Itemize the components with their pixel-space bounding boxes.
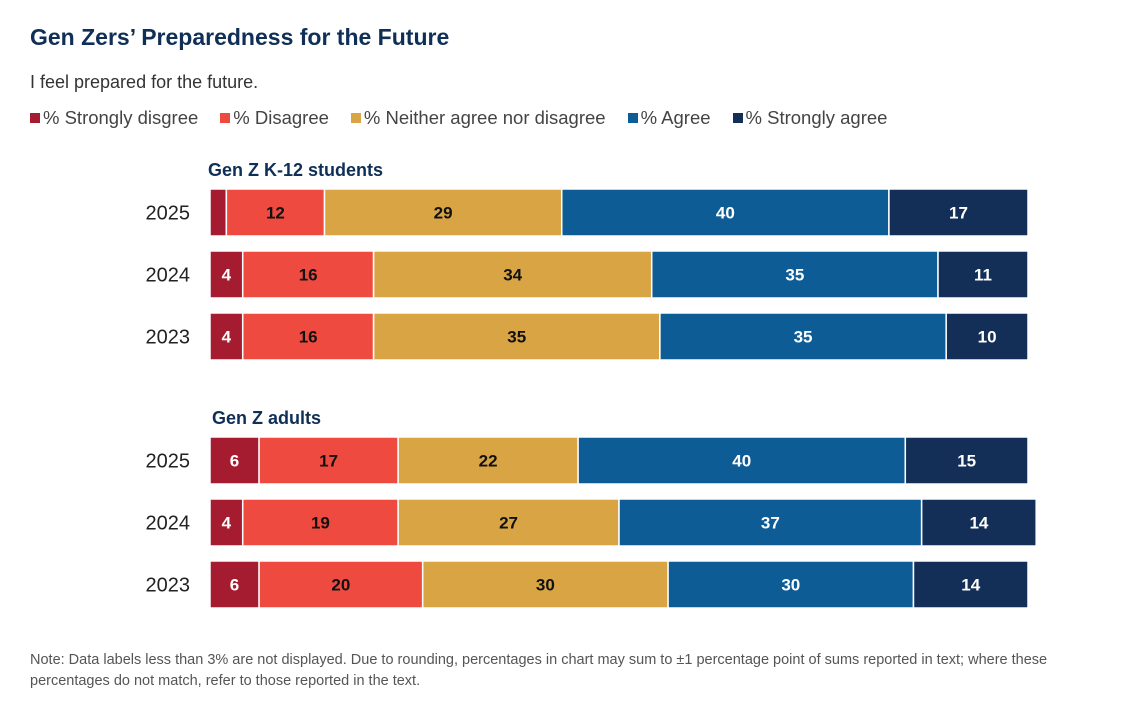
bar-segment <box>945 312 1029 361</box>
stacked-bar-chart: Gen Z K-12 students 2025 12 29 40 17 2024 4 16 34… <box>146 160 1037 609</box>
data-label: 30 <box>781 576 800 595</box>
legend-swatch <box>350 113 361 123</box>
bar-segment <box>323 188 563 237</box>
year-label: 2023 <box>146 327 191 349</box>
legend-item: % Strongly disgree <box>30 107 198 129</box>
data-label: 40 <box>732 452 751 471</box>
data-label: 4 <box>222 328 232 347</box>
legend-item: % Strongly agree <box>732 107 888 129</box>
year-label: 2024 <box>146 265 191 287</box>
data-label: 14 <box>969 514 988 533</box>
bar-segment <box>912 560 1029 609</box>
data-label: 11 <box>974 266 992 285</box>
data-label: 20 <box>331 576 350 595</box>
year-label: 2025 <box>146 451 191 473</box>
data-label: 40 <box>716 204 735 223</box>
legend-item: % Disagree <box>220 107 329 129</box>
year-label: 2025 <box>146 203 191 225</box>
group-title: Gen Z K-12 students <box>208 160 383 180</box>
data-label: 14 <box>961 576 980 595</box>
data-label: 30 <box>536 576 555 595</box>
bar-segment <box>560 188 890 237</box>
data-label: 6 <box>230 576 239 595</box>
data-label: 15 <box>957 452 976 471</box>
bar-segment <box>888 188 1029 237</box>
bar-segment <box>372 250 653 299</box>
data-label: 35 <box>507 328 526 347</box>
chart-subtitle: I feel prepared for the future. <box>30 72 259 92</box>
bar-segment <box>372 312 661 361</box>
data-label: 4 <box>222 266 232 285</box>
data-label: 16 <box>299 328 318 347</box>
data-label: 35 <box>794 328 813 347</box>
bar-segment <box>904 436 1029 485</box>
data-label: 27 <box>499 514 518 533</box>
bar-segment <box>258 560 424 609</box>
bar-segment <box>258 436 399 485</box>
bar-segment <box>209 436 260 485</box>
legend-swatch <box>627 113 638 123</box>
legend-label: % Strongly agree <box>745 107 888 128</box>
bar-segment <box>397 498 620 547</box>
legend-label: % Neither agree nor disagree <box>363 107 606 128</box>
data-label: 34 <box>503 266 522 285</box>
legend-swatch <box>732 113 743 123</box>
data-label: 29 <box>434 204 453 223</box>
bar-segment <box>209 250 244 299</box>
bar-segment <box>667 560 915 609</box>
year-label: 2023 <box>146 575 191 597</box>
bar-segment <box>209 312 244 361</box>
data-label: 16 <box>299 266 318 285</box>
legend-swatch <box>30 113 40 123</box>
data-label: 37 <box>761 514 780 533</box>
legend: % Strongly disgree % Disagree % Neither ag… <box>30 107 887 129</box>
data-label: 22 <box>479 452 498 471</box>
group-title: Gen Z adults <box>212 408 321 428</box>
data-label: 12 <box>266 204 285 223</box>
legend-label: % Agree <box>640 107 711 128</box>
data-label: 10 <box>978 328 997 347</box>
bar-segment <box>241 498 399 547</box>
data-label: 19 <box>311 514 330 533</box>
chart-note: Note: Data labels less than 3% are not d… <box>30 652 1048 689</box>
data-label: 17 <box>949 204 968 223</box>
data-label: 4 <box>222 514 232 533</box>
data-label: 35 <box>785 266 804 285</box>
bar-segment <box>421 560 669 609</box>
legend-swatch <box>220 113 231 123</box>
bar-segment <box>209 560 260 609</box>
bar-segment <box>241 250 375 299</box>
bar-segment <box>241 312 375 361</box>
legend-label: % Disagree <box>233 107 329 128</box>
data-label: 17 <box>319 452 338 471</box>
chart-title: Gen Zers’ Preparedness for the Future <box>30 24 450 50</box>
year-label: 2024 <box>146 513 191 535</box>
bar-segment <box>937 250 1029 299</box>
legend-label: % Strongly disgree <box>43 107 199 128</box>
legend-item: % Agree <box>627 107 711 129</box>
legend-item: % Neither agree nor disagree <box>350 107 606 129</box>
bar-segment <box>920 498 1037 547</box>
data-label: 6 <box>230 452 239 471</box>
bar-segment <box>209 188 228 237</box>
bar-segment <box>650 250 939 299</box>
